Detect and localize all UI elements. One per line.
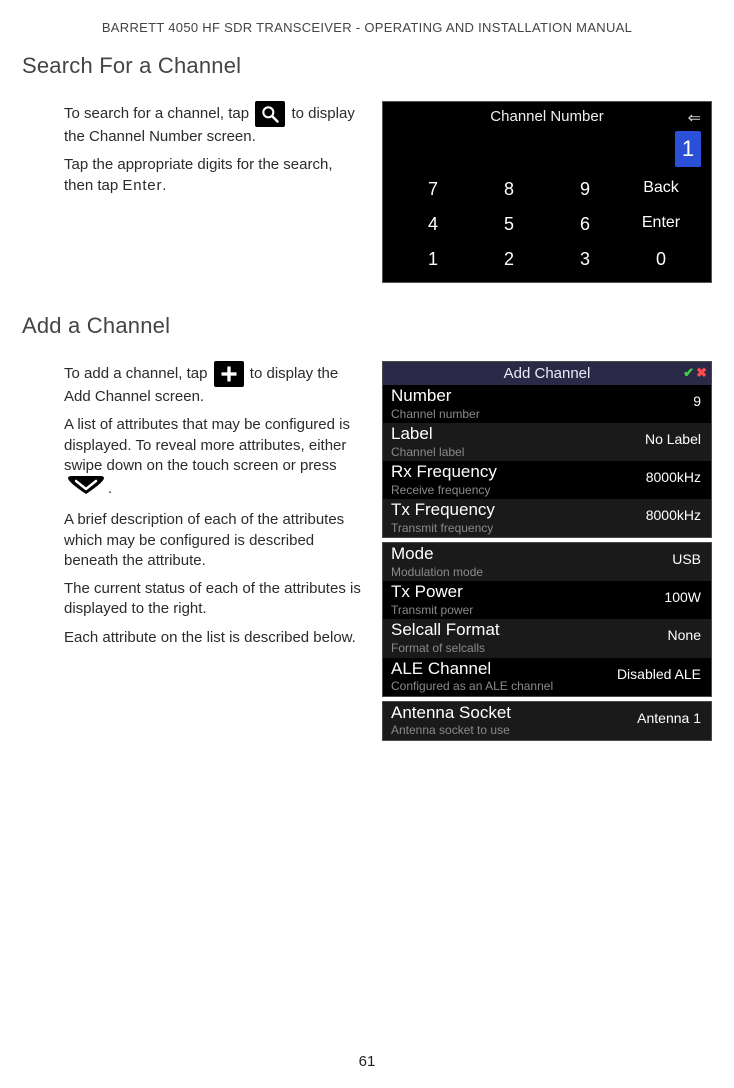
add-p1a: To add a channel, tap bbox=[64, 365, 212, 382]
key-9[interactable]: 9 bbox=[547, 179, 623, 200]
search-p1: To search for a channel, tap to display … bbox=[64, 101, 364, 147]
attribute-row[interactable]: Selcall FormatFormat of selcalls None bbox=[383, 619, 711, 657]
attribute-value: No Label bbox=[645, 425, 701, 447]
attribute-left: NumberChannel number bbox=[391, 387, 480, 421]
enter-word: Enter bbox=[122, 177, 162, 194]
section-title-add: Add a Channel bbox=[22, 313, 712, 339]
attribute-value: 100W bbox=[664, 583, 701, 605]
add-p2: A list of attributes that may be con­fig… bbox=[64, 415, 364, 502]
attribute-value: 9 bbox=[693, 387, 701, 409]
attribute-title: Label bbox=[391, 425, 464, 444]
attribute-left: LabelChannel label bbox=[391, 425, 464, 459]
current-digit: 1 bbox=[675, 131, 701, 167]
search-p2a: Tap the appropriate digits for the searc… bbox=[64, 156, 333, 193]
attribute-row[interactable]: Rx FrequencyReceive frequency 8000kHz bbox=[383, 461, 711, 499]
attribute-value: USB bbox=[672, 545, 701, 567]
add-channel-header: Add Channel ✔✖ bbox=[383, 362, 711, 385]
search-two-col: To search for a channel, tap to display … bbox=[22, 101, 712, 283]
attribute-subtitle: Antenna socket to use bbox=[391, 723, 511, 737]
add-text-col: To add a channel, tap to display the Add… bbox=[22, 361, 368, 745]
key-back[interactable]: Back bbox=[623, 179, 699, 200]
add-channel-header-title: Add Channel bbox=[504, 365, 591, 382]
attribute-title: Tx Frequency bbox=[391, 501, 495, 520]
attribute-value: None bbox=[668, 621, 701, 643]
attribute-row[interactable]: Antenna SocketAntenna socket to useAnten… bbox=[383, 702, 711, 740]
attribute-title: Antenna Socket bbox=[391, 704, 511, 723]
key-4[interactable]: 4 bbox=[395, 214, 471, 235]
attribute-left: Tx FrequencyTransmit frequency bbox=[391, 501, 495, 535]
attribute-subtitle: Channel number bbox=[391, 407, 480, 421]
key-6[interactable]: 6 bbox=[547, 214, 623, 235]
keypad-title: Channel Number bbox=[490, 108, 603, 125]
add-p3: A brief description of each of the attri… bbox=[64, 510, 364, 571]
attribute-left: ModeModulation mode bbox=[391, 545, 483, 579]
attribute-subtitle: Format of selcalls bbox=[391, 641, 500, 655]
search-p2b: . bbox=[162, 177, 166, 194]
add-channel-panel: ModeModulation mode USB Tx PowerTransmit p… bbox=[382, 542, 712, 696]
add-p5: Each attribute on the list is described … bbox=[64, 628, 364, 648]
add-screens-col: Add Channel✔✖NumberChannel number9LabelC… bbox=[382, 361, 712, 745]
attribute-value: 8000kHz bbox=[646, 501, 701, 523]
add-p1: To add a channel, tap to display the Add… bbox=[64, 361, 364, 407]
attribute-title: ALE Channel bbox=[391, 660, 553, 679]
header-action-icons: ✔✖ bbox=[683, 365, 707, 381]
attribute-left: Selcall FormatFormat of selcalls bbox=[391, 621, 500, 655]
attribute-subtitle: Modulation mode bbox=[391, 565, 483, 579]
add-channel-panel: Add Channel✔✖NumberChannel number9LabelC… bbox=[382, 361, 712, 538]
section-title-search: Search For a Channel bbox=[22, 53, 712, 79]
cancel-icon[interactable]: ✖ bbox=[696, 365, 707, 380]
attribute-row[interactable]: NumberChannel number 9 bbox=[383, 385, 711, 423]
attribute-subtitle: Transmit power bbox=[391, 603, 473, 617]
attribute-value: Antenna 1 bbox=[637, 704, 701, 726]
attribute-subtitle: Configured as an ALE channel bbox=[391, 679, 553, 693]
key-5[interactable]: 5 bbox=[471, 214, 547, 235]
add-two-col: To add a channel, tap to display the Add… bbox=[22, 361, 712, 745]
plus-icon bbox=[214, 361, 244, 387]
add-p4: The current status of each of the attrib… bbox=[64, 579, 364, 620]
keypad-grid: 7 8 9 Back 4 5 6 Enter 1 2 3 0 bbox=[389, 175, 705, 276]
attribute-row[interactable]: LabelChannel label No Label bbox=[383, 423, 711, 461]
keypad-title-row: Channel Number ⇐ bbox=[389, 106, 705, 131]
attribute-row[interactable]: ALE ChannelConfigured as an ALE channel D… bbox=[383, 658, 711, 696]
key-1[interactable]: 1 bbox=[395, 249, 471, 270]
attribute-title: Rx Frequency bbox=[391, 463, 497, 482]
channel-number-screen: Channel Number ⇐ 1 7 8 9 Back 4 5 6 Ente… bbox=[382, 101, 712, 283]
attribute-title: Selcall Format bbox=[391, 621, 500, 640]
key-8[interactable]: 8 bbox=[471, 179, 547, 200]
attribute-row[interactable]: ModeModulation mode USB bbox=[383, 543, 711, 581]
magnify-icon bbox=[255, 101, 285, 127]
attribute-left: Tx PowerTransmit power bbox=[391, 583, 473, 617]
search-text-col: To search for a channel, tap to display … bbox=[22, 101, 368, 283]
doc-header: BARRETT 4050 HF SDR TRANSCEIVER - OPERAT… bbox=[22, 20, 712, 35]
search-p1a: To search for a channel, tap bbox=[64, 105, 253, 122]
add-p2a: A list of attributes that may be con­fig… bbox=[64, 416, 350, 474]
attribute-title: Mode bbox=[391, 545, 483, 564]
key-7[interactable]: 7 bbox=[395, 179, 471, 200]
key-3[interactable]: 3 bbox=[547, 249, 623, 270]
keypad-col: Channel Number ⇐ 1 7 8 9 Back 4 5 6 Ente… bbox=[382, 101, 712, 283]
keypad-display: 1 bbox=[389, 131, 705, 167]
attribute-value: 8000kHz bbox=[646, 463, 701, 485]
attribute-row[interactable]: Tx FrequencyTransmit frequency 8000kHz bbox=[383, 499, 711, 537]
key-enter[interactable]: Enter bbox=[623, 214, 699, 235]
attribute-row[interactable]: Tx PowerTransmit power 100W bbox=[383, 581, 711, 619]
key-2[interactable]: 2 bbox=[471, 249, 547, 270]
attribute-value: Disabled ALE bbox=[617, 660, 701, 682]
chevron-down-icon bbox=[66, 476, 106, 502]
attribute-title: Tx Power bbox=[391, 583, 473, 602]
add-channel-panel: Antenna SocketAntenna socket to useAnten… bbox=[382, 701, 712, 741]
attribute-subtitle: Receive frequency bbox=[391, 483, 497, 497]
key-0[interactable]: 0 bbox=[623, 249, 699, 270]
attribute-left: Rx FrequencyReceive frequency bbox=[391, 463, 497, 497]
attribute-subtitle: Transmit frequency bbox=[391, 521, 495, 535]
attribute-left: ALE ChannelConfigured as an ALE channel bbox=[391, 660, 553, 694]
back-arrow-icon[interactable]: ⇐ bbox=[688, 108, 701, 128]
attribute-title: Number bbox=[391, 387, 480, 406]
confirm-icon[interactable]: ✔ bbox=[683, 365, 694, 380]
search-p2: Tap the appropriate digits for the searc… bbox=[64, 155, 364, 196]
attribute-subtitle: Channel label bbox=[391, 445, 464, 459]
add-p2b: . bbox=[108, 480, 112, 497]
attribute-left: Antenna SocketAntenna socket to use bbox=[391, 704, 511, 738]
page-number: 61 bbox=[0, 1053, 734, 1070]
